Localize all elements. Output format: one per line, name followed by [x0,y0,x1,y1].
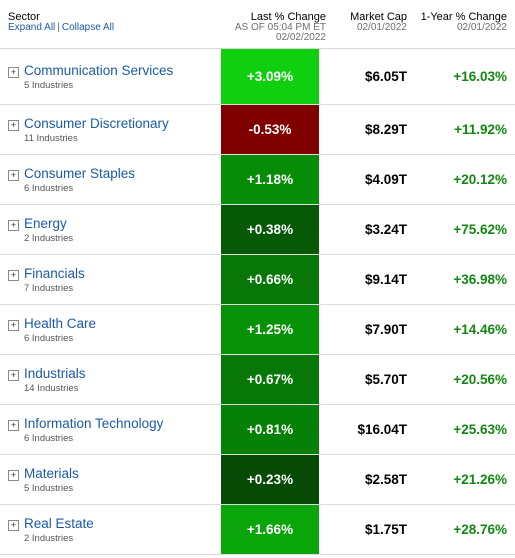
industry-count: 2 Industries [24,232,74,244]
market-cap-value: $9.14T [364,271,407,287]
table-row: + Health Care 6 Industries +1.25% $7.90T… [0,305,515,355]
market-cap-value: $6.05T [364,68,407,84]
year-change-value: +16.03% [453,68,507,84]
market-cap-value: $3.24T [364,221,407,237]
table-row: + Energy 2 Industries +0.38% $3.24T +75.… [0,205,515,255]
sector-name-link[interactable]: Information Technology [24,415,164,431]
market-cap-value: $1.75T [364,521,407,537]
sector-name-link[interactable]: Energy [24,215,67,231]
expand-row-icon[interactable]: + [8,219,19,231]
last-change-cell: +0.38% [221,205,319,254]
market-cap-value: $2.58T [364,471,407,487]
year-change-value: +36.98% [453,271,507,287]
industry-count: 5 Industries [24,482,74,494]
market-cap-value: $7.90T [364,321,407,337]
year-change-value: +25.63% [453,421,507,437]
table-row: + Materials 5 Industries +0.23% $2.58T +… [0,455,515,505]
expand-row-icon[interactable]: + [8,66,19,78]
market-cap-value: $16.04T [357,421,407,437]
last-change-cell: +0.67% [221,355,319,404]
year-change-value: +20.12% [453,171,507,187]
sector-name-link[interactable]: Materials [24,465,79,481]
sector-name-link[interactable]: Industrials [24,365,86,381]
table-row: + Consumer Discretionary 11 Industries -… [0,105,515,155]
expand-row-icon[interactable]: + [8,469,19,481]
last-change-cell: +0.23% [221,455,319,504]
sector-table: + Communication Services 5 Industries +3… [0,49,515,555]
sector-name-link[interactable]: Consumer Staples [24,165,136,181]
sector-name-link[interactable]: Financials [24,265,85,281]
last-change-cell: +1.25% [221,305,319,354]
table-row: + Information Technology 6 Industries +0… [0,405,515,455]
expand-row-icon[interactable]: + [8,319,19,331]
industry-count: 7 Industries [24,282,74,294]
table-row: + Financials 7 Industries +0.66% $9.14T … [0,255,515,305]
market-cap-value: $4.09T [364,171,407,187]
sector-name-link[interactable]: Health Care [24,315,97,331]
sector-column-header: Sector [8,11,40,23]
year-change-value: +75.62% [453,221,507,237]
expand-row-icon[interactable]: + [8,419,19,431]
market-cap-value: $8.29T [364,121,407,137]
link-separator: | [57,22,60,33]
expand-row-icon[interactable]: + [8,269,19,281]
market-cap-value: $5.70T [364,371,407,387]
market-cap-date: 02/01/2022 [356,22,407,33]
industry-count: 6 Industries [24,332,74,344]
year-change-value: +28.76% [453,521,507,537]
year-change-column-header[interactable]: 1-Year % Change 02/01/2022 [421,11,507,33]
market-cap-title: Market Cap [350,11,407,23]
year-change-value: +20.56% [453,371,507,387]
table-row: + Real Estate 2 Industries +1.66% $1.75T… [0,505,515,555]
last-change-cell: +0.66% [221,255,319,304]
last-change-title: Last % Change [250,11,326,23]
year-change-value: +11.92% [454,121,507,137]
last-change-cell: +0.81% [221,405,319,454]
industry-count: 5 Industries [24,79,74,91]
last-change-column-header[interactable]: Last % Change AS OF 05:04 PM ET 02/02/20… [235,11,326,43]
sector-name-link[interactable]: Real Estate [24,515,94,531]
last-change-cell: +1.18% [221,155,319,204]
sector-name-link[interactable]: Consumer Discretionary [24,115,169,131]
expand-collapse-links: Expand All | Collapse All [8,22,114,33]
table-row: + Consumer Staples 6 Industries +1.18% $… [0,155,515,205]
table-header: Sector Expand All | Collapse All Last % Ch… [0,0,515,49]
industry-count: 6 Industries [24,182,74,194]
expand-row-icon[interactable]: + [8,369,19,381]
expand-row-icon[interactable]: + [8,519,19,531]
table-row: + Communication Services 5 Industries +3… [0,49,515,105]
last-change-cell: +3.09% [221,49,319,104]
year-change-date: 02/01/2022 [456,22,507,33]
year-change-value: +21.26% [453,471,507,487]
industry-count: 14 Industries [24,382,79,394]
as-of-time: AS OF 05:04 PM ET [234,22,326,33]
market-cap-column-header[interactable]: Market Cap 02/01/2022 [350,11,407,33]
last-change-cell: +1.66% [221,505,319,554]
collapse-all-link[interactable]: Collapse All [61,22,115,33]
sector-name-link[interactable]: Communication Services [24,62,174,78]
expand-all-link[interactable]: Expand All [8,22,56,33]
industry-count: 11 Industries [24,132,78,144]
expand-row-icon[interactable]: + [8,119,19,131]
last-change-cell: -0.53% [221,105,319,154]
year-change-value: +14.46% [453,321,507,337]
as-of-date: 02/02/2022 [275,32,326,43]
year-change-title: 1-Year % Change [420,11,507,23]
table-row: + Industrials 14 Industries +0.67% $5.70… [0,355,515,405]
industry-count: 2 Industries [24,532,74,544]
industry-count: 6 Industries [24,432,74,444]
expand-row-icon[interactable]: + [8,169,19,181]
